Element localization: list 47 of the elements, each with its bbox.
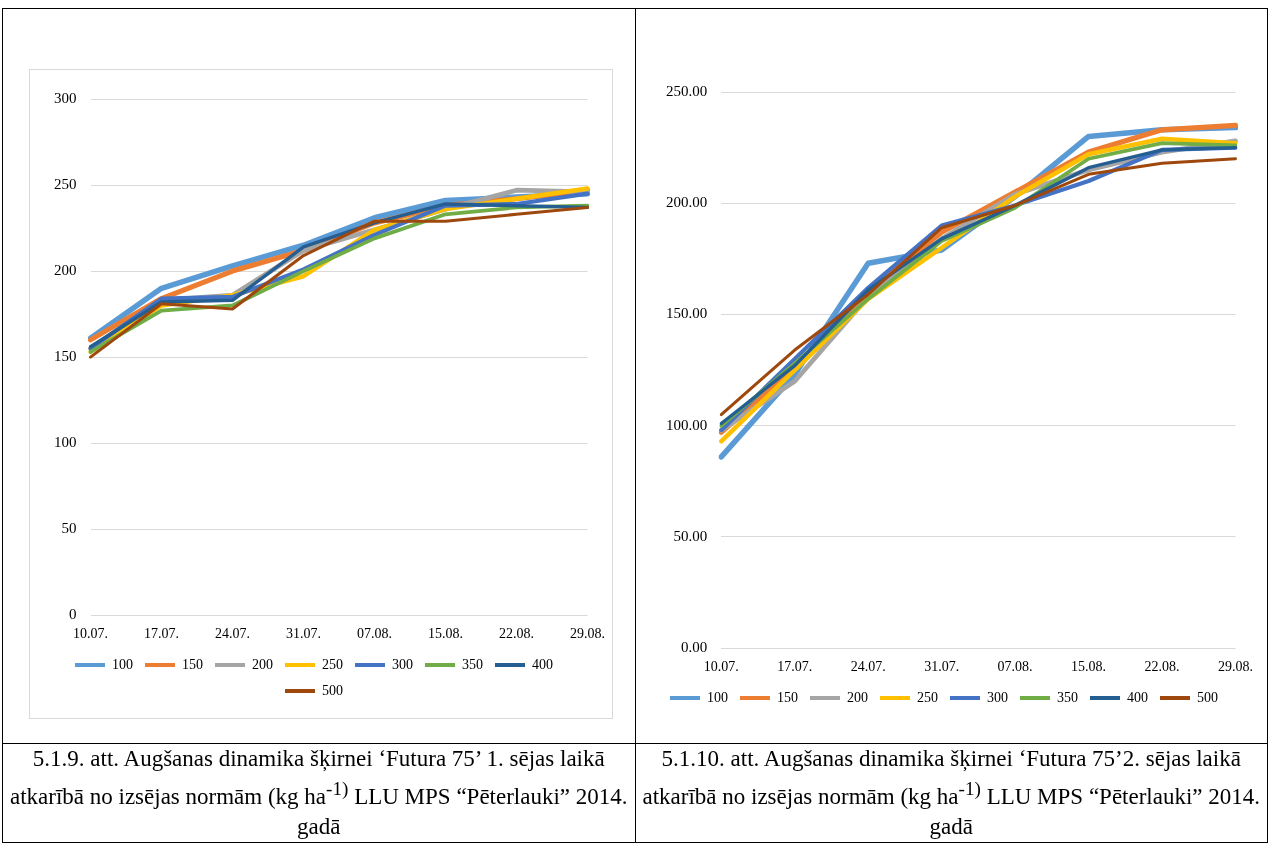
- x-tick-label: 10.07.: [703, 659, 739, 675]
- y-tick-label: 50: [61, 520, 77, 537]
- legend-label: 400: [532, 656, 553, 672]
- legend-label: 150: [776, 689, 798, 705]
- legend-label: 500: [1196, 689, 1218, 705]
- y-tick-label: 100.00: [665, 416, 707, 433]
- y-tick-label: 200: [54, 262, 77, 278]
- text: 5.1.10. att. Augšanas dinamika šķirnei ‘Futura 75’2. sējas laikā atkarībā no izsējas normām (kg ha$^{-1)}$ LLU MPS “Pēterlauki” 2014. gadā: [641, 745, 1262, 841]
- x-tick-label: 17.07.: [776, 659, 812, 675]
- x-tick-label: 31.07.: [286, 626, 321, 642]
- legend-label: 100: [112, 656, 133, 672]
- y-tick-label: 0: [69, 606, 77, 623]
- x-tick-label: 29.08.: [1217, 659, 1253, 675]
- y-tick-label: 50.00: [673, 527, 707, 544]
- x-tick-label: 17.07.: [144, 626, 179, 642]
- legend-label: 250: [916, 689, 938, 705]
- legend-label: 350: [1056, 689, 1078, 705]
- x-tick-label: 24.07.: [215, 626, 250, 642]
- x-tick-label: 31.07.: [923, 659, 959, 675]
- y-tick-label: 0.00: [680, 639, 707, 656]
- legend-label: 350: [462, 656, 483, 672]
- y-tick-label: 150.00: [665, 305, 707, 322]
- legend-label: 200: [846, 689, 868, 705]
- x-tick-label: 29.08.: [570, 626, 605, 642]
- y-tick-label: 100: [54, 434, 77, 451]
- y-tick-label: 250: [54, 175, 77, 192]
- legend-label: 300: [986, 689, 1008, 705]
- x-tick-label: 24.07.: [850, 659, 886, 675]
- x-tick-label: 07.08.: [357, 626, 392, 642]
- x-tick-label: 15.08.: [1070, 659, 1106, 675]
- legend-label: 500: [322, 682, 343, 698]
- y-tick-label: 250.00: [665, 82, 707, 99]
- y-tick-label: 200.00: [665, 194, 707, 211]
- x-tick-label: 15.08.: [428, 626, 463, 642]
- x-tick-label: 07.08.: [997, 659, 1033, 675]
- x-tick-label: 22.08.: [499, 626, 534, 642]
- legend-label: 100: [706, 689, 728, 705]
- legend-label: 300: [392, 656, 413, 672]
- legend-label: 200: [252, 656, 273, 672]
- legend-label: 150: [182, 656, 203, 672]
- x-tick-label: 22.08.: [1144, 659, 1180, 675]
- y-tick-label: 300: [54, 89, 77, 106]
- y-tick-label: 150: [54, 348, 77, 365]
- legend-label: 400: [1126, 689, 1148, 705]
- x-tick-label: 10.07.: [73, 626, 108, 642]
- text: 5.1.9. att. Augšanas dinamika šķirnei ‘Futura 75’ 1. sējas laikā atkarībā no izsējas normām (kg ha$^{-1)}$ LLU MPS “Pēterlauki” 2014. gadā: [8, 745, 629, 841]
- legend-label: 250: [322, 656, 343, 672]
